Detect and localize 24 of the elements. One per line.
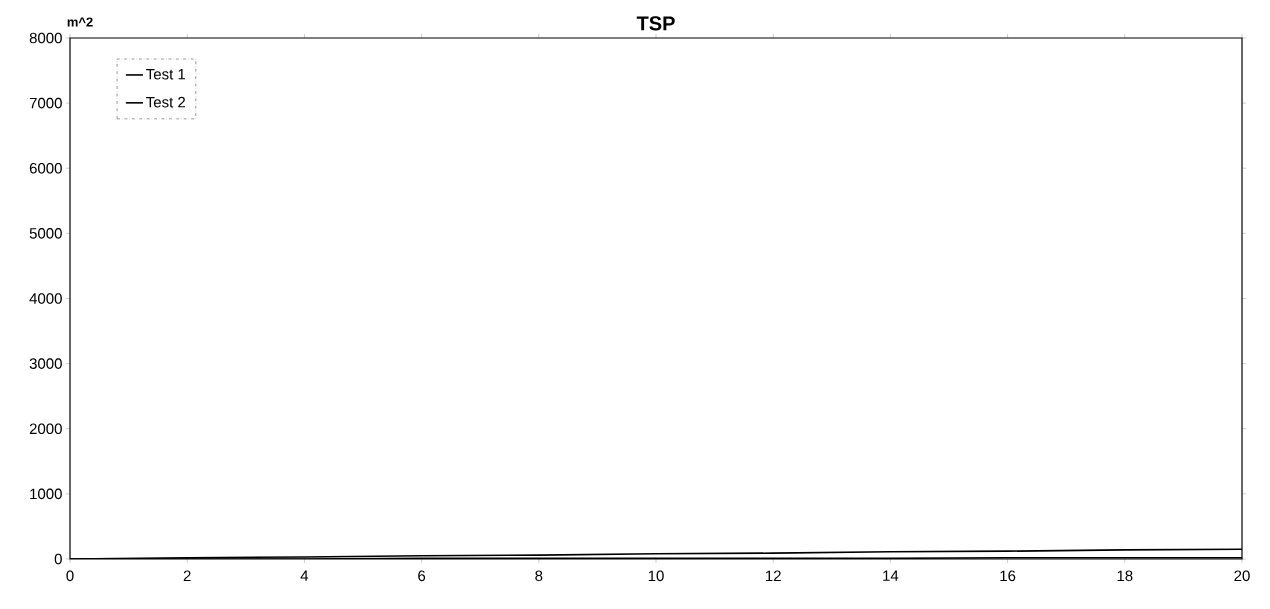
y-tick-label: 3000 bbox=[29, 358, 62, 369]
x-tick-label: 4 bbox=[300, 570, 309, 581]
y-tick-label: 2000 bbox=[29, 423, 62, 435]
x-tick-label: 8 bbox=[535, 570, 543, 582]
y-tick-label: 6000 bbox=[29, 162, 62, 174]
x-tick-label: 10 bbox=[648, 570, 664, 582]
y-tick-label: 5000 bbox=[29, 228, 62, 239]
y-tick-label: 1000 bbox=[30, 488, 62, 500]
y-axis-title: m^2 bbox=[67, 17, 93, 27]
legend-label: Test 2 bbox=[146, 96, 186, 108]
x-tick-label: 14 bbox=[883, 570, 899, 581]
x-tick-label: 16 bbox=[1000, 570, 1016, 582]
y-tick-label: 4000 bbox=[29, 293, 62, 304]
chart-title: TSP bbox=[636, 16, 675, 31]
x-tick-label: 2 bbox=[183, 570, 191, 581]
x-tick-label: 12 bbox=[766, 570, 781, 581]
x-tick-label: 20 bbox=[1234, 570, 1250, 582]
y-tick-label: 0 bbox=[54, 553, 62, 565]
y-tick-label: 7000 bbox=[29, 97, 62, 109]
x-tick-label: 0 bbox=[66, 570, 74, 582]
x-tick-label: 6 bbox=[418, 570, 426, 582]
y-tick-label: 8000 bbox=[29, 32, 62, 44]
x-tick-label: 18 bbox=[1117, 570, 1133, 582]
legend-label: Test 1 bbox=[146, 69, 186, 80]
